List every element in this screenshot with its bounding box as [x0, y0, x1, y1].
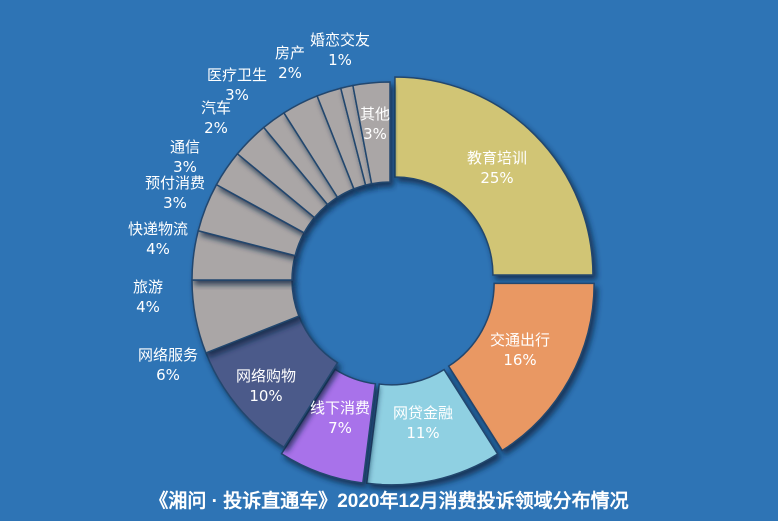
slice-label: 婚恋交友	[310, 31, 370, 49]
slice-线下消费[interactable]	[280, 368, 377, 484]
slice-value-label: 7%	[328, 419, 352, 437]
slice-label: 旅游	[133, 278, 163, 296]
slice-value-label: 3%	[173, 158, 197, 176]
slice-网贷金融[interactable]	[365, 368, 499, 486]
slice-label: 预付消费	[145, 174, 205, 192]
slice-教育培训[interactable]	[394, 76, 594, 276]
slice-label: 快递物流	[128, 220, 188, 238]
slice-label: 交通出行	[490, 331, 550, 349]
slice-value-label: 3%	[163, 194, 187, 212]
slice-value-label: 3%	[363, 125, 387, 143]
slice-label: 网贷金融	[393, 404, 453, 422]
slice-交通出行[interactable]	[447, 282, 595, 452]
slice-label: 通信	[170, 138, 200, 156]
slice-label: 网络服务	[138, 346, 198, 364]
slice-value-label: 1%	[328, 51, 352, 69]
slice-value-label: 16%	[503, 351, 536, 369]
slice-value-label: 4%	[146, 240, 170, 258]
slice-value-label: 6%	[156, 366, 180, 384]
slice-value-label: 2%	[278, 64, 302, 82]
chart-title: 《湘问 · 投诉直通车》2020年12月消费投诉领域分布情况	[149, 491, 629, 512]
slice-label: 教育培训	[467, 149, 527, 167]
slice-value-label: 3%	[225, 86, 249, 104]
slice-value-label: 10%	[249, 387, 282, 405]
slice-value-label: 2%	[204, 119, 228, 137]
slice-value-label: 4%	[136, 298, 160, 316]
slice-label: 网络购物	[236, 367, 296, 385]
slice-label: 汽车	[201, 99, 231, 117]
slice-其他[interactable]	[352, 81, 391, 185]
slice-label: 房产	[275, 44, 305, 62]
slice-value-label: 11%	[406, 424, 439, 442]
slice-label: 线下消费	[310, 399, 370, 417]
slice-label: 医疗卫生	[207, 66, 267, 84]
slice-label: 其他	[360, 105, 390, 123]
slice-value-label: 25%	[480, 169, 513, 187]
